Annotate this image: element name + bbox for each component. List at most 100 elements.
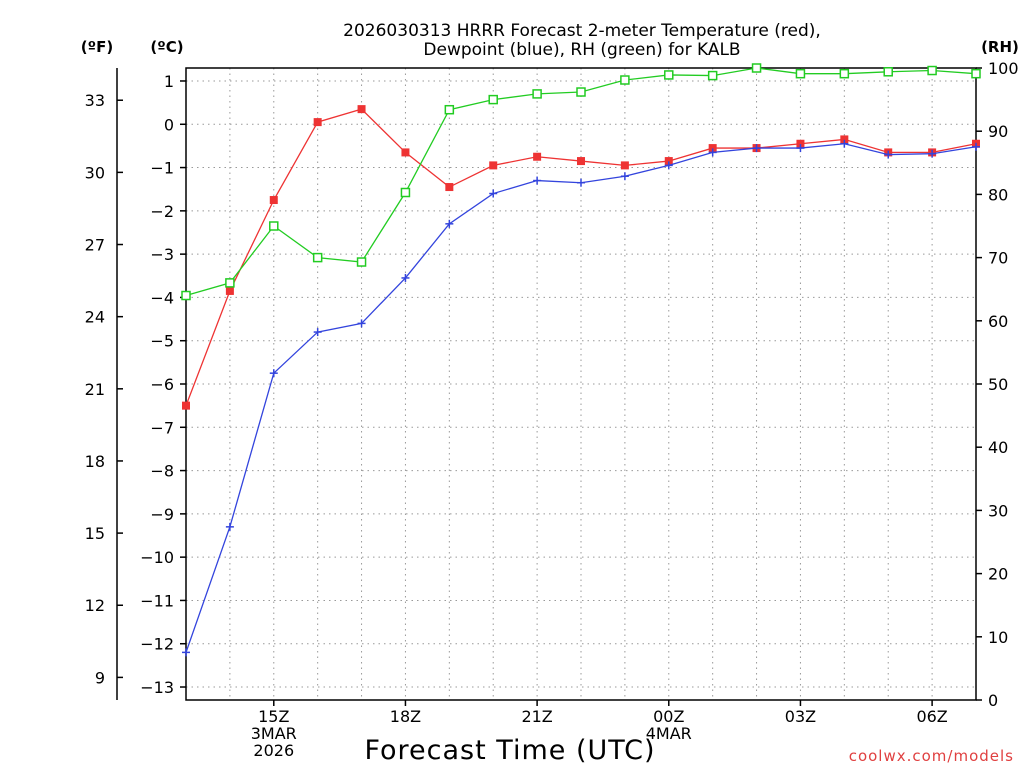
temperature-point bbox=[225, 286, 234, 295]
fahrenheit-tick-label: 30 bbox=[85, 163, 105, 182]
x-tick-label: 15Z bbox=[258, 707, 289, 726]
rh-point bbox=[795, 68, 806, 79]
celsius-unit-label: (ºC) bbox=[150, 38, 183, 56]
celsius-tick-label: −2 bbox=[150, 202, 174, 221]
rh-point bbox=[225, 278, 235, 288]
celsius-tick-label: −5 bbox=[150, 332, 174, 351]
celsius-tick-label: −11 bbox=[140, 591, 174, 610]
rh-point bbox=[883, 67, 893, 77]
x-tick-label: 03Z bbox=[785, 707, 816, 726]
fahrenheit-tick-label: 12 bbox=[85, 596, 105, 615]
rh-tick-label: 30 bbox=[988, 501, 1008, 520]
rh-point bbox=[839, 68, 850, 79]
rh-point bbox=[927, 65, 937, 76]
dewpoint-point bbox=[357, 319, 366, 328]
x-tick-label: 06Z bbox=[916, 707, 947, 726]
rh-tick-label: 80 bbox=[988, 185, 1008, 204]
rh-tick-label: 60 bbox=[988, 312, 1008, 331]
x-tick-label: 00Z bbox=[653, 707, 684, 726]
rh-point bbox=[181, 290, 191, 301]
rh-tick-label: 100 bbox=[988, 59, 1019, 78]
dewpoint-point bbox=[489, 189, 498, 198]
dewpoint-point bbox=[620, 172, 629, 181]
rh-tick-label: 40 bbox=[988, 438, 1008, 457]
rh-point bbox=[751, 63, 762, 73]
rh-point bbox=[532, 89, 542, 99]
temperature-point bbox=[313, 118, 322, 127]
fahrenheit-tick-label: 27 bbox=[85, 236, 105, 255]
rh-point bbox=[620, 75, 630, 85]
fahrenheit-tick-label: 18 bbox=[85, 452, 105, 471]
temperature-point bbox=[840, 135, 849, 144]
x-tick-label: 18Z bbox=[390, 707, 421, 726]
fahrenheit-unit-label: (ºF) bbox=[81, 38, 113, 56]
celsius-tick-label: −9 bbox=[150, 505, 174, 524]
rh-point bbox=[400, 187, 411, 198]
celsius-tick-label: −1 bbox=[150, 159, 174, 178]
rh-tick-label: 10 bbox=[988, 628, 1008, 647]
dewpoint-point bbox=[840, 139, 849, 148]
x-tick-label: 4MAR bbox=[646, 724, 692, 743]
rh-point bbox=[664, 70, 674, 80]
rh-point bbox=[971, 68, 981, 79]
rh-tick-label: 90 bbox=[988, 122, 1008, 141]
rh-point bbox=[576, 87, 586, 97]
dewpoint-point bbox=[928, 149, 937, 158]
rh-tick-label: 0 bbox=[988, 691, 998, 710]
celsius-tick-label: 1 bbox=[164, 72, 174, 91]
celsius-tick-label: −13 bbox=[140, 678, 174, 697]
rh-unit-label: (RH) bbox=[981, 38, 1019, 56]
celsius-tick-label: −3 bbox=[150, 245, 174, 264]
celsius-tick-label: −10 bbox=[140, 548, 174, 567]
fahrenheit-tick-label: 9 bbox=[95, 668, 105, 687]
rh-point bbox=[444, 104, 455, 115]
fahrenheit-tick-label: 33 bbox=[85, 91, 105, 110]
fahrenheit-tick-label: 15 bbox=[85, 524, 105, 543]
temperature-point bbox=[664, 157, 673, 166]
dewpoint-point bbox=[445, 219, 454, 228]
dewpoint-point bbox=[182, 648, 190, 657]
temperature-point bbox=[533, 152, 542, 161]
temperature-point bbox=[577, 157, 585, 166]
rh-point bbox=[356, 257, 367, 267]
temperature-point bbox=[708, 144, 717, 153]
temperature-point bbox=[620, 161, 629, 170]
x-tick-label: 2026 bbox=[253, 741, 294, 760]
source-watermark: coolwx.com/models bbox=[849, 747, 1014, 765]
rh-tick-label: 50 bbox=[988, 375, 1008, 394]
dewpoint-point bbox=[708, 148, 717, 157]
dewpoint-point bbox=[269, 369, 278, 378]
chart-title-line-1: 2026030313 HRRR Forecast 2-meter Tempera… bbox=[343, 21, 821, 41]
temperature-line bbox=[185, 108, 977, 406]
rh-point bbox=[488, 94, 498, 105]
celsius-tick-label: 0 bbox=[164, 115, 174, 134]
rh-point bbox=[312, 252, 323, 263]
fahrenheit-tick-label: 24 bbox=[85, 308, 105, 327]
fahrenheit-tick-label: 21 bbox=[85, 380, 105, 399]
dewpoint-point bbox=[972, 142, 980, 151]
temperature-point bbox=[182, 401, 190, 410]
temperature-point bbox=[796, 139, 805, 148]
temperature-point bbox=[269, 196, 278, 205]
dewpoint-point bbox=[884, 150, 893, 159]
celsius-tick-label: −7 bbox=[150, 418, 174, 437]
temperature-point bbox=[445, 183, 454, 192]
chart-title-line-2: Dewpoint (blue), RH (green) for KALB bbox=[423, 40, 740, 60]
dewpoint-point bbox=[752, 144, 761, 153]
dewpoint-point bbox=[664, 161, 673, 170]
temperature-point bbox=[357, 105, 366, 114]
dewpoint-point bbox=[533, 176, 542, 185]
x-axis-label: Forecast Time (UTC) bbox=[364, 735, 655, 766]
dewpoint-point bbox=[225, 522, 234, 531]
x-tick-label: 3MAR bbox=[251, 724, 297, 743]
dewpoint-point bbox=[313, 328, 322, 337]
rh-point bbox=[269, 221, 279, 231]
dewpoint-point bbox=[401, 273, 410, 282]
dewpoint-point bbox=[577, 178, 585, 187]
celsius-tick-label: −4 bbox=[150, 288, 174, 307]
celsius-tick-label: −12 bbox=[140, 635, 174, 654]
rh-tick-label: 70 bbox=[988, 249, 1008, 268]
celsius-tick-label: −8 bbox=[150, 462, 174, 481]
rh-point bbox=[707, 70, 718, 81]
